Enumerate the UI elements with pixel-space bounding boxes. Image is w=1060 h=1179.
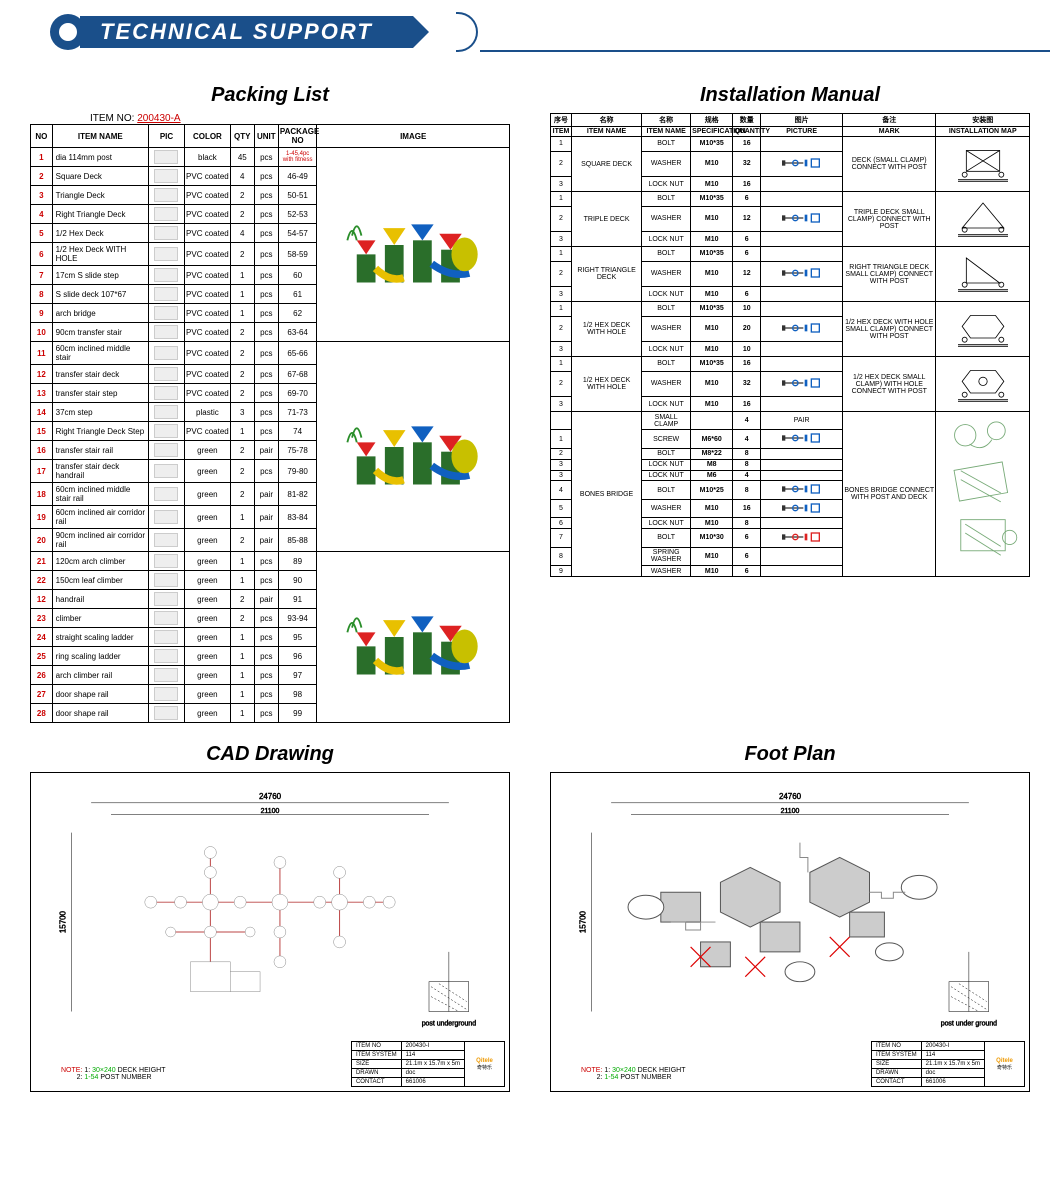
packing-list-panel: Packing List ITEM NO: 200430-A NOITEM NA…: [30, 84, 510, 723]
cad-drawing: 24760 21100 15700: [30, 772, 510, 1092]
cad-note: NOTE: 1: 30×240 DECK HEIGHT 2: 1-54 POST…: [61, 1067, 166, 1081]
pack-col-header: NO: [31, 125, 53, 148]
cad-panel: CAD Drawing 24760 21100 15700: [30, 743, 510, 1092]
inst-col-header: 名称: [642, 114, 691, 127]
svg-text:15700: 15700: [578, 910, 587, 933]
svg-text:15700: 15700: [58, 910, 67, 933]
foot-drawing: 24760 21100 15700: [550, 772, 1030, 1092]
note-line-2: 2: 1-54 POST NUMBER: [61, 1074, 152, 1081]
svg-text:24760: 24760: [259, 792, 282, 801]
installation-title: Installation Manual: [550, 84, 1030, 107]
pack-col-header: PIC: [148, 125, 184, 148]
installation-panel: Installation Manual 序号名称名称规格数量图片备注安装图ITE…: [550, 84, 1030, 723]
inst-col-header: PICTURE: [761, 127, 843, 137]
header-banner: TECHNICAL SUPPORT: [50, 10, 1060, 54]
playground-image: [317, 342, 510, 552]
inst-col-header: 数量: [733, 114, 761, 127]
cad-title-block: ITEM NO200430-IQitele奇特乐ITEM SYSTEM114SI…: [351, 1041, 505, 1087]
item-no-code: 200430-A: [137, 113, 180, 124]
inst-col-header: 序号: [551, 114, 572, 127]
note-label: NOTE:: [581, 1067, 602, 1074]
inst-row: 11/2 HEX DECK WITH HOLEBOLTM10*35101/2 H…: [551, 302, 1030, 317]
inst-col-header: 图片: [761, 114, 843, 127]
foot-title: Foot Plan: [550, 743, 1030, 766]
svg-text:21100: 21100: [781, 808, 800, 815]
svg-text:post under ground: post under ground: [941, 1020, 997, 1027]
playground-image: [317, 148, 510, 342]
inst-col-header: 安装图: [936, 114, 1030, 127]
pack-col-header: ITEM NAME: [52, 125, 148, 148]
foot-note: NOTE: 1: 30×240 DECK HEIGHT 2: 1-54 POST…: [581, 1067, 686, 1081]
installation-table: 序号名称名称规格数量图片备注安装图ITEMITEM NAMEITEM NAMES…: [550, 113, 1030, 577]
inst-row: 1RIGHT TRIANGLE DECKBOLTM10*356RIGHT TRI…: [551, 247, 1030, 262]
inst-col-header: ITEM NAME: [642, 127, 691, 137]
header-arc-icon: [456, 12, 478, 52]
pack-col-header: UNIT: [254, 125, 278, 148]
inst-row: 1SQUARE DECKBOLTM10*3516DECK (SMALL CLAM…: [551, 137, 1030, 152]
item-no-prefix: ITEM NO:: [90, 113, 134, 124]
inst-col-header: SPECIFICATION: [691, 127, 733, 137]
pack-row: 1dia 114mm postblack45pcs1-45,4pc with f…: [31, 148, 510, 167]
pack-row: 21120cm arch climbergreen1pcs89: [31, 552, 510, 571]
inst-col-header: 备注: [843, 114, 936, 127]
page-title: TECHNICAL SUPPORT: [80, 16, 413, 48]
note-label: NOTE:: [61, 1067, 82, 1074]
inst-row: BONES BRIDGESMALL CLAMP4PAIRBONES BRIDGE…: [551, 412, 1030, 430]
inst-col-header: 名称: [572, 114, 642, 127]
note-line-1: 1: 30×240 DECK HEIGHT: [84, 1067, 165, 1074]
note-line-1: 1: 30×240 DECK HEIGHT: [604, 1067, 685, 1074]
pack-col-header: IMAGE: [317, 125, 510, 148]
inst-col-header: MARK: [843, 127, 936, 137]
foot-title-block: ITEM NO200430-IQitele奇特乐ITEM SYSTEM114SI…: [871, 1041, 1025, 1087]
svg-text:24760: 24760: [779, 792, 802, 801]
pack-row: 1160cm inclined middle stairPVC coated2p…: [31, 342, 510, 365]
svg-text:post underground: post underground: [422, 1020, 477, 1027]
packing-table: NOITEM NAMEPICCOLORQTYUNITPACKAGE NOIMAG…: [30, 124, 510, 723]
pack-col-header: QTY: [230, 125, 254, 148]
inst-row: 11/2 HEX DECK WITH HOLEBOLTM10*35161/2 H…: [551, 357, 1030, 372]
inst-row: 1TRIPLE DECKBOLTM10*356TRIPLE DECK SMALL…: [551, 192, 1030, 207]
svg-text:21100: 21100: [261, 808, 280, 815]
inst-col-header: 规格: [691, 114, 733, 127]
inst-col-header: INSTALLATION MAP: [936, 127, 1030, 137]
note-line-2: 2: 1-54 POST NUMBER: [581, 1074, 672, 1081]
item-number-label: ITEM NO: 200430-A: [90, 113, 510, 124]
playground-image: [317, 552, 510, 723]
packing-title: Packing List: [30, 84, 510, 107]
inst-col-header: ITEM NAME: [572, 127, 642, 137]
inst-col-header: QUANTITY: [733, 127, 761, 137]
cad-title: CAD Drawing: [30, 743, 510, 766]
foot-panel: Foot Plan 24760 21100 15700: [550, 743, 1030, 1092]
inst-col-header: ITEM: [551, 127, 572, 137]
pack-col-header: PACKAGE NO: [278, 125, 317, 148]
header-underline: [480, 50, 1050, 52]
pack-col-header: COLOR: [185, 125, 231, 148]
